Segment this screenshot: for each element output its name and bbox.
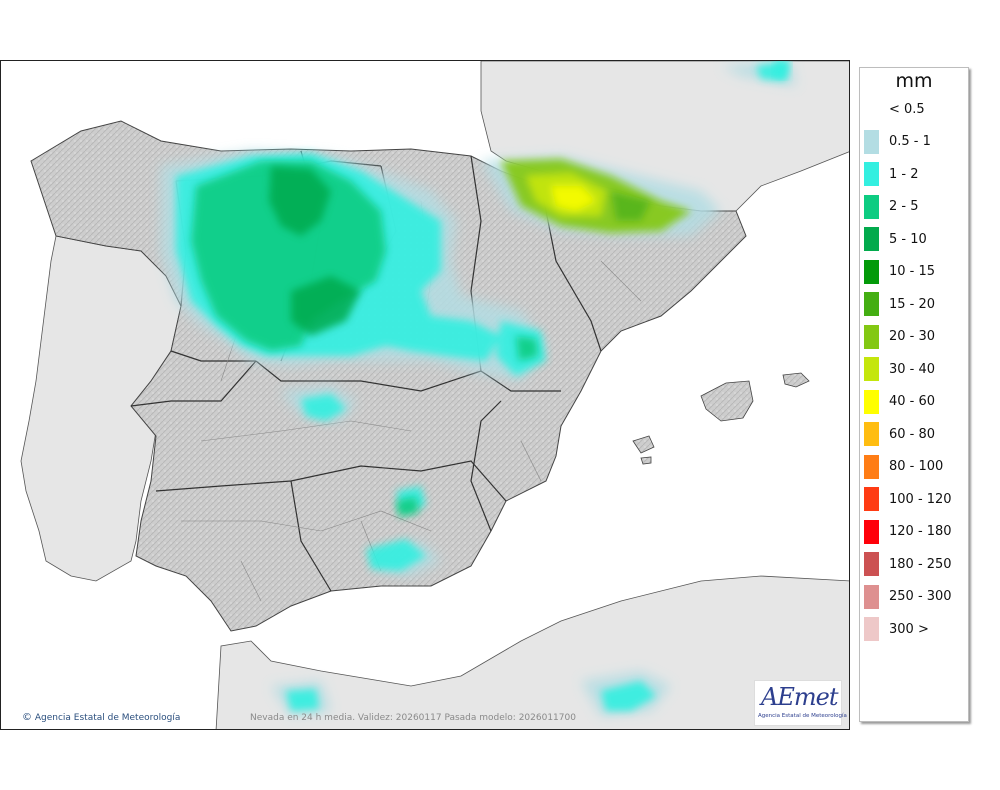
legend-unit: mm <box>895 70 933 92</box>
legend-item: 10 - 15 <box>864 259 936 284</box>
legend-label: 40 - 60 <box>889 394 936 409</box>
precipitation-map <box>1 61 849 729</box>
legend-item: 40 - 60 <box>864 389 936 414</box>
legend-item: 60 - 80 <box>864 422 936 446</box>
legend-swatch <box>864 194 879 219</box>
formentera-island <box>640 456 652 465</box>
legend-swatch <box>864 227 879 251</box>
north-africa-land <box>215 575 849 729</box>
legend-swatch <box>864 454 879 479</box>
validity-note: Nevada en 24 h media. Validez: 20260117 … <box>250 713 576 723</box>
legend-swatch <box>864 422 879 446</box>
copyright-icon: © <box>22 712 32 723</box>
legend-swatch <box>864 129 879 154</box>
legend-label: 5 - 10 <box>889 231 927 247</box>
legend-item: 20 - 30 <box>864 324 936 349</box>
legend-label: 180 - 250 <box>889 556 952 572</box>
legend-swatch <box>864 97 879 121</box>
precip-5-10 <box>269 166 361 336</box>
legend-swatch <box>864 292 879 316</box>
legend-label: 250 - 300 <box>889 589 952 604</box>
legend-label: 60 - 80 <box>889 426 936 442</box>
aemet-logo-subtitle: Agencia Estatal de Meteorología <box>758 713 847 719</box>
legend-item: 100 - 120 <box>864 487 952 511</box>
aemet-logo: AEmet Agencia Estatal de Meteorología <box>754 680 847 726</box>
legend-label: 20 - 30 <box>889 329 936 344</box>
legend-swatch <box>864 259 879 284</box>
legend-item: 5 - 10 <box>864 227 927 251</box>
legend-swatch <box>864 324 879 349</box>
legend-item: 2 - 5 <box>864 194 919 219</box>
legend-swatch <box>864 552 879 576</box>
legend-label: 100 - 120 <box>889 491 952 507</box>
legend-item: 120 - 180 <box>864 519 952 544</box>
legend-label: 2 - 5 <box>889 199 919 214</box>
legend-label: 15 - 20 <box>889 296 936 312</box>
legend-swatch <box>864 162 879 186</box>
legend-label: 0.5 - 1 <box>889 134 931 149</box>
legend-label: 10 - 15 <box>889 264 936 279</box>
legend-swatch <box>864 487 879 511</box>
legend-label: 300 > <box>889 621 929 637</box>
legend-label: 1 - 2 <box>889 166 919 182</box>
map-area <box>0 60 850 730</box>
legend-item: 300 > <box>864 617 929 641</box>
precip-south-light <box>773 61 791 79</box>
mallorca-island <box>700 380 754 422</box>
legend: mm < 0.5 0.5 - 1 1 - 2 2 - 5 5 - 10 10 - 15 15… <box>859 67 969 722</box>
precip-pyrenees <box>501 159 691 233</box>
menorca-island <box>782 372 810 388</box>
ibiza-island <box>632 435 655 454</box>
legend-item: < 0.5 <box>864 97 925 121</box>
legend-label: 30 - 40 <box>889 361 936 377</box>
agency-credit: © Agencia Estatal de Meteorología <box>22 712 180 723</box>
legend-item: 180 - 250 <box>864 552 952 576</box>
legend-label: 120 - 180 <box>889 524 952 539</box>
legend-label: 80 - 100 <box>889 459 944 474</box>
agency-credit-text: Agencia Estatal de Meteorología <box>34 713 181 723</box>
legend-item: 250 - 300 <box>864 584 952 609</box>
legend-swatch <box>864 584 879 609</box>
legend-item: 80 - 100 <box>864 454 944 479</box>
legend-item: 1 - 2 <box>864 162 919 186</box>
legend-swatch <box>864 519 879 544</box>
legend-swatch <box>864 357 879 381</box>
legend-label: < 0.5 <box>889 101 925 117</box>
legend-item: 0.5 - 1 <box>864 129 931 154</box>
legend-item: 30 - 40 <box>864 357 936 381</box>
aemet-logo-word: AEmet <box>761 683 838 711</box>
legend-item: 15 - 20 <box>864 292 936 316</box>
legend-swatch <box>864 389 879 414</box>
legend-swatch <box>864 617 879 641</box>
